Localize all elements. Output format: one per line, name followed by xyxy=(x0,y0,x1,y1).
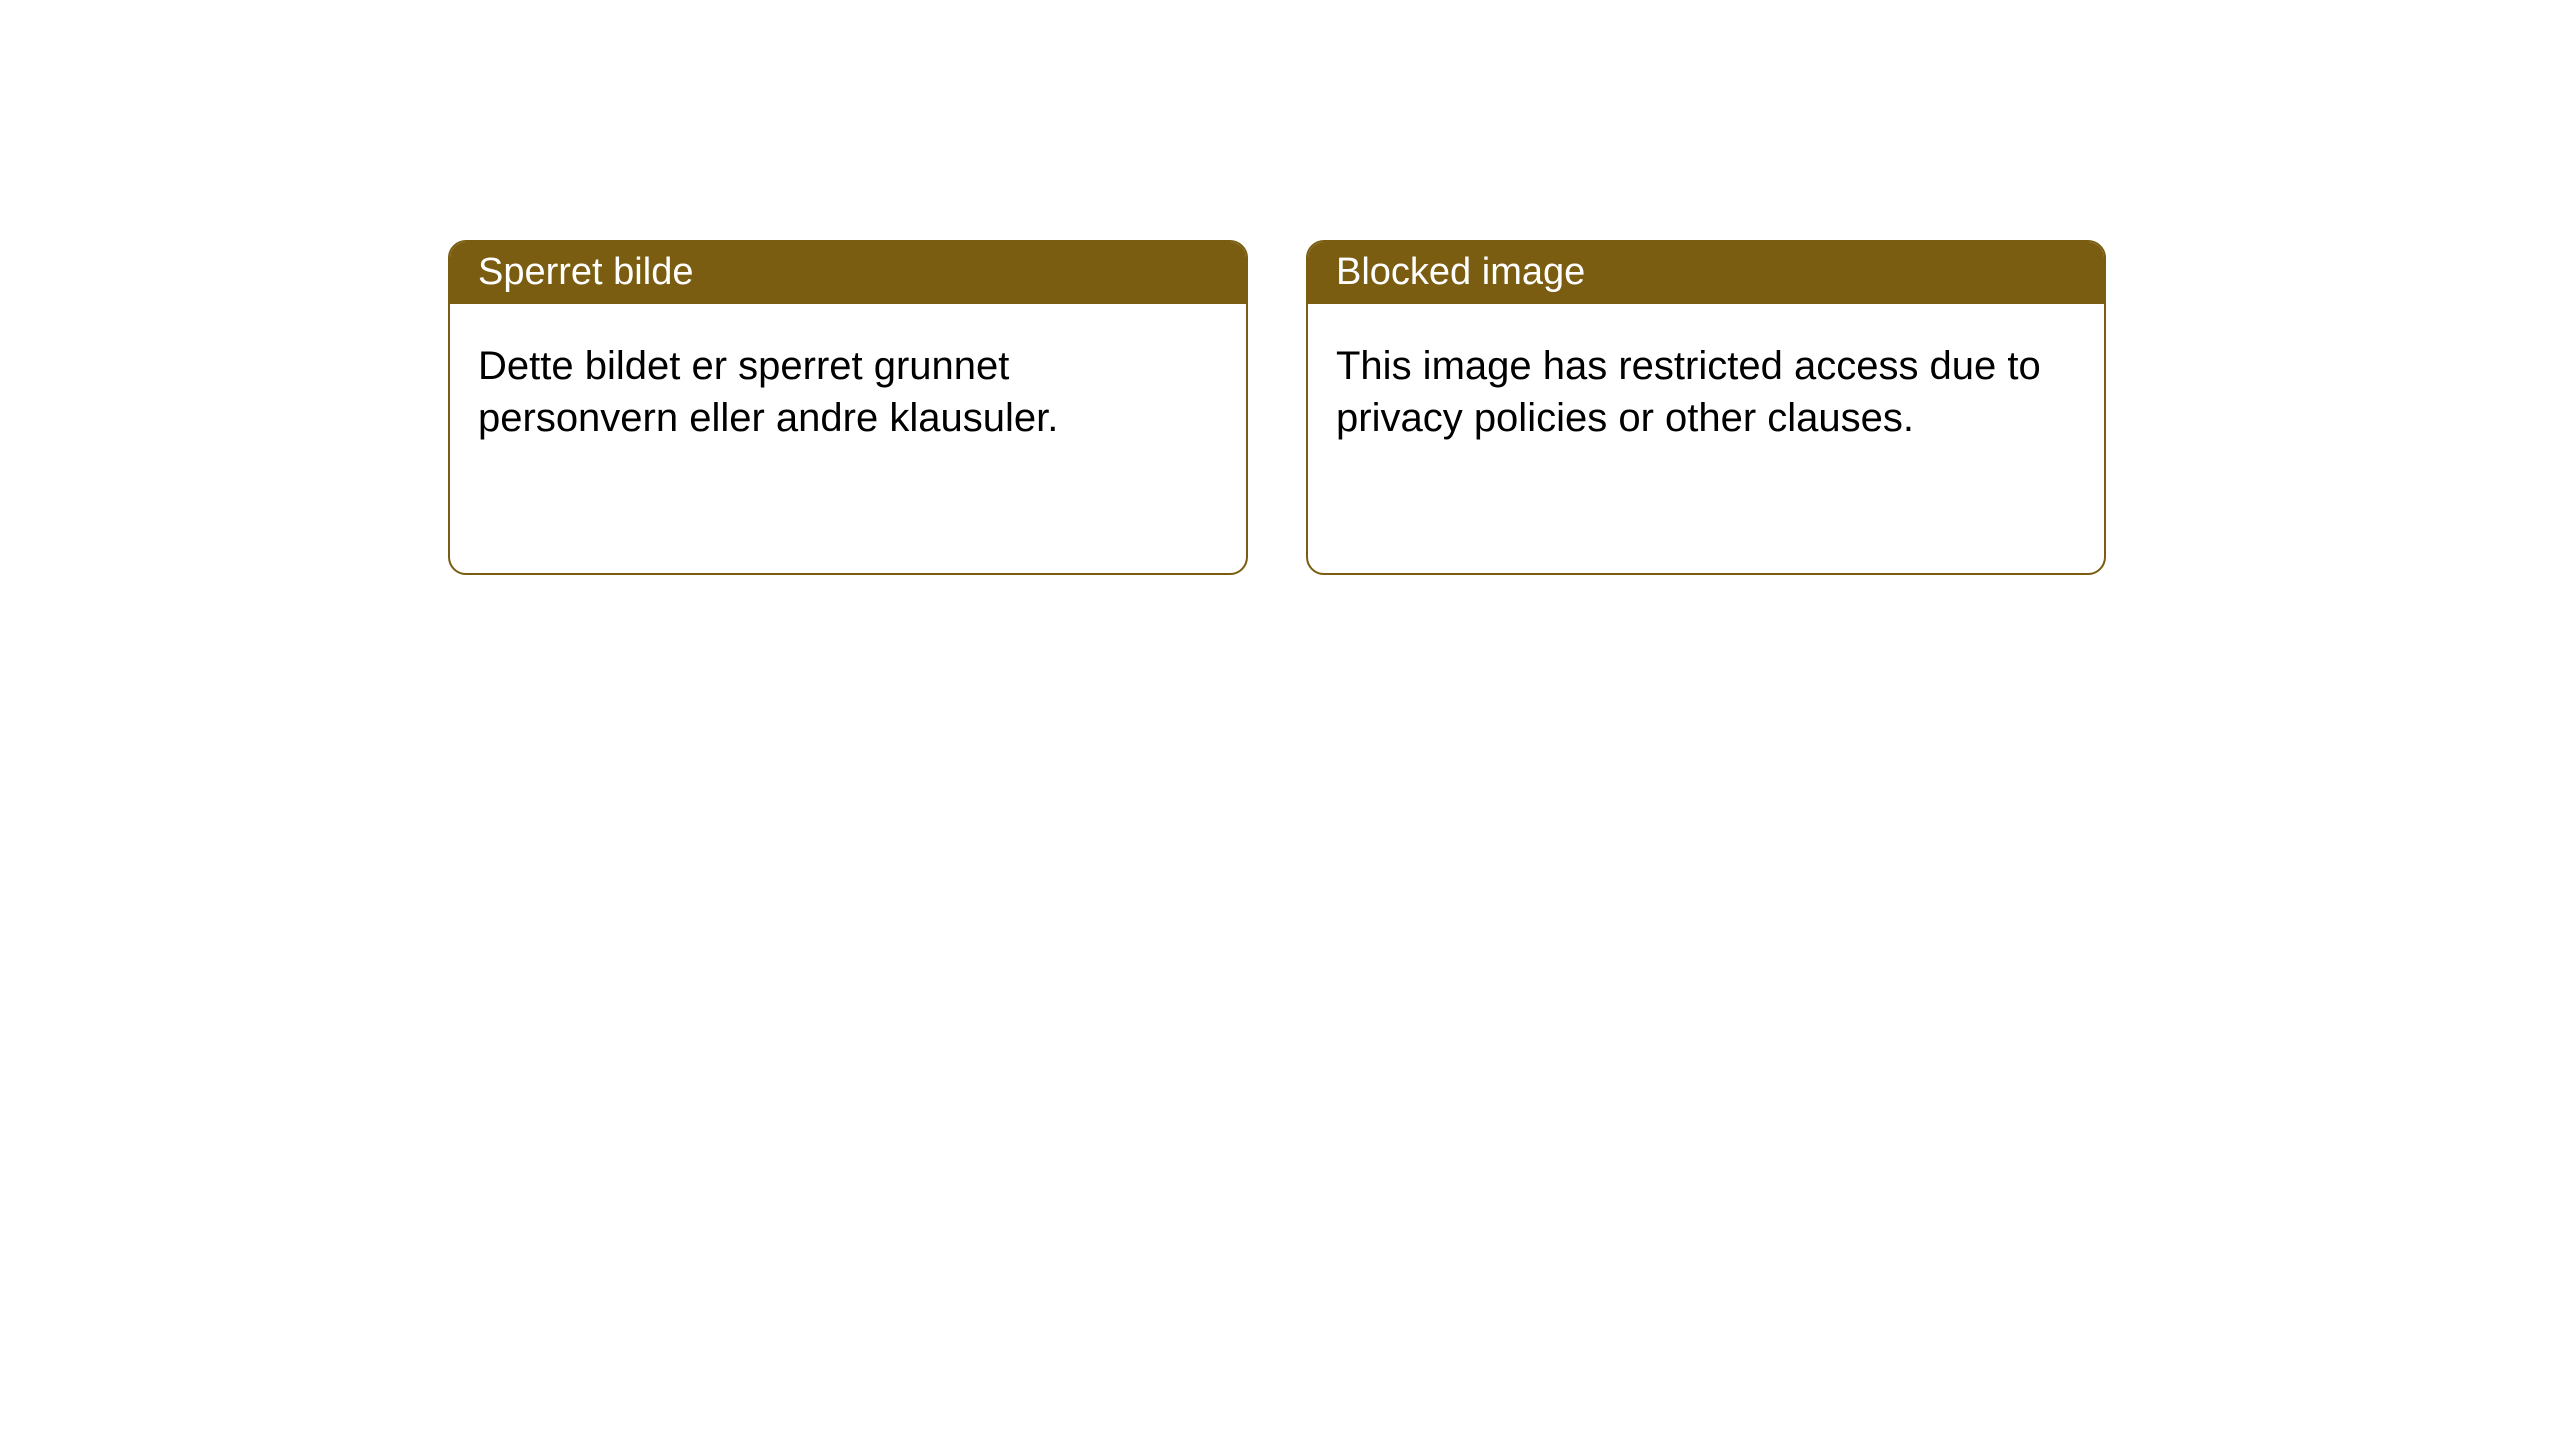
notice-container: Sperret bilde Dette bildet er sperret gr… xyxy=(448,240,2106,575)
notice-body-no: Dette bildet er sperret grunnet personve… xyxy=(450,304,1246,472)
notice-text-en: This image has restricted access due to … xyxy=(1336,344,2041,440)
notice-header-en: Blocked image xyxy=(1308,242,2104,304)
notice-text-no: Dette bildet er sperret grunnet personve… xyxy=(478,344,1058,440)
notice-title-no: Sperret bilde xyxy=(478,251,693,293)
notice-title-en: Blocked image xyxy=(1336,251,1585,293)
notice-box-en: Blocked image This image has restricted … xyxy=(1306,240,2106,575)
notice-body-en: This image has restricted access due to … xyxy=(1308,304,2104,472)
notice-header-no: Sperret bilde xyxy=(450,242,1246,304)
notice-box-no: Sperret bilde Dette bildet er sperret gr… xyxy=(448,240,1248,575)
